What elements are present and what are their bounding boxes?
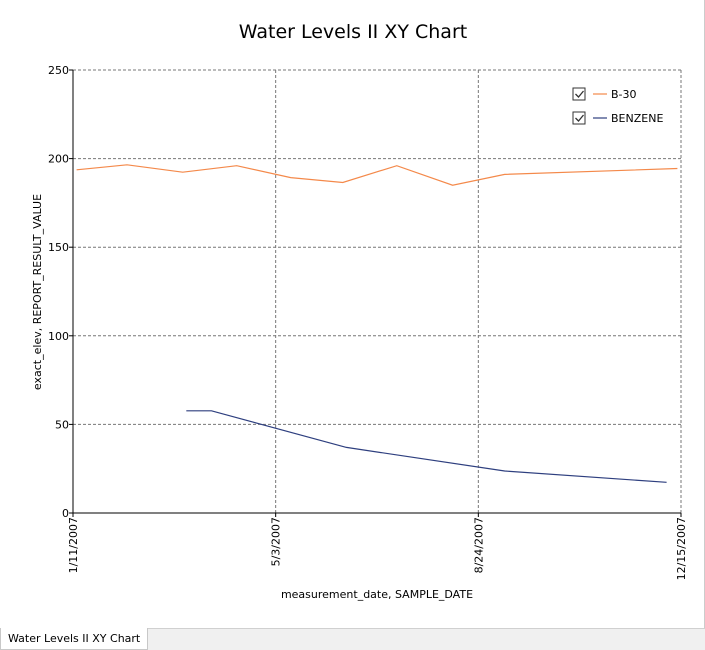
tab-bar: Water Levels II XY Chart: [0, 628, 705, 650]
chart-title: Water Levels II XY Chart: [239, 21, 467, 43]
x-axis-label: measurement_date, SAMPLE_DATE: [281, 588, 473, 601]
y-tick-label: 150: [48, 241, 69, 254]
axes: 0 50 100 150 200 250 1/11/2007 5/3/2007 8/24/200…: [48, 64, 688, 580]
grid: [73, 69, 682, 513]
legend-label: B-30: [611, 88, 637, 101]
series-line-b-30: [76, 164, 678, 186]
checkmark-icon: [575, 114, 584, 122]
y-axis-label: exact_elev, REPORT_RESULT_VALUE: [31, 194, 44, 390]
tab-water-levels-chart[interactable]: Water Levels II XY Chart: [0, 628, 149, 650]
x-tick-label: 12/15/2007: [675, 517, 688, 580]
series-line-benzene: [186, 410, 667, 483]
y-tick-label: 100: [48, 330, 69, 343]
legend-checkbox[interactable]: [572, 111, 586, 125]
y-tick-label: 200: [48, 153, 69, 166]
xy-chart: Water Levels II XY Chart 0 50 100 150 200 250…: [31, 0, 705, 628]
legend: B-30 BENZENE: [572, 87, 663, 125]
y-tick-label: 0: [62, 507, 69, 520]
legend-item: B-30: [572, 87, 637, 101]
legend-label: BENZENE: [611, 112, 663, 125]
x-tick-label: 8/24/2007: [472, 517, 485, 573]
series-lines: [76, 164, 678, 483]
x-tick-label: 5/3/2007: [270, 517, 283, 566]
x-tick-label: 1/11/2007: [67, 517, 80, 573]
checkmark-icon: [575, 90, 584, 98]
legend-item: BENZENE: [572, 111, 663, 125]
legend-checkbox[interactable]: [572, 87, 586, 101]
y-tick-label: 50: [55, 418, 69, 431]
y-tick-label: 250: [48, 64, 69, 77]
